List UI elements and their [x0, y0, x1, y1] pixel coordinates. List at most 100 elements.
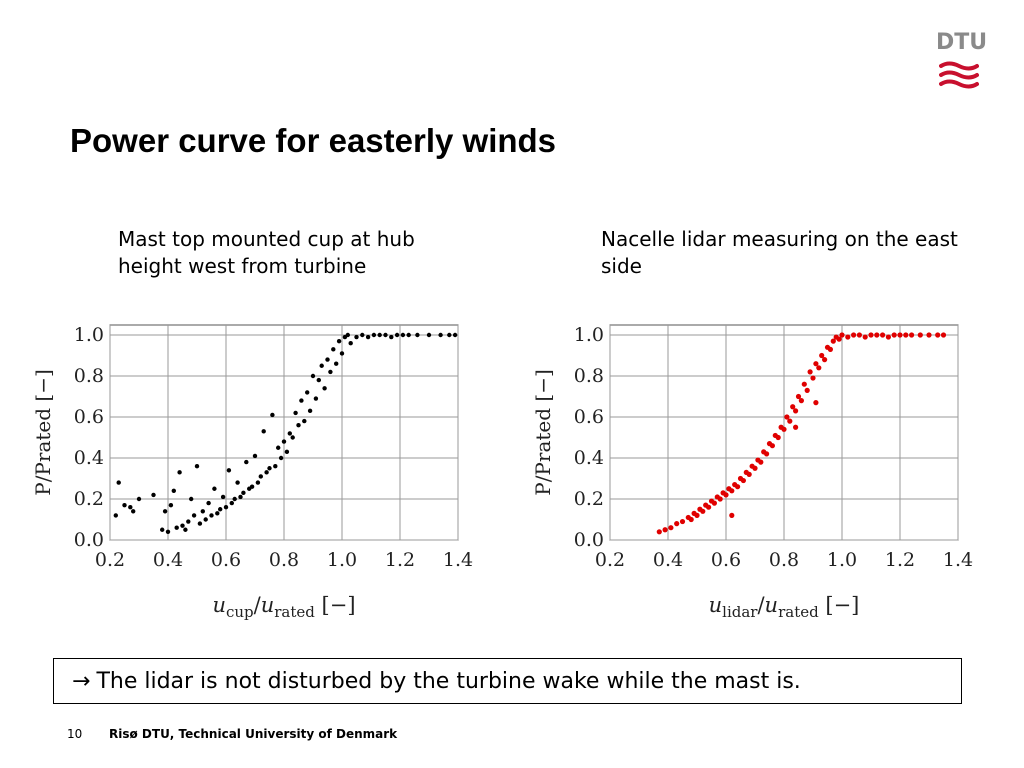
data-point [232, 496, 237, 502]
data-point [377, 332, 382, 338]
data-point [735, 484, 741, 490]
dtu-logo-waves [939, 61, 979, 89]
data-point [781, 426, 787, 432]
x-tick-label: 1.0 [327, 549, 357, 571]
data-point [171, 488, 176, 493]
data-point [383, 332, 388, 338]
data-point [122, 502, 127, 508]
data-point [940, 332, 947, 338]
x-axis-label-part: [−] [315, 593, 356, 617]
x-axis-label-part: / [254, 593, 262, 617]
data-point [764, 451, 770, 457]
data-point [679, 518, 686, 525]
logo-wave-1 [939, 70, 979, 80]
x-tick-label: 0.4 [153, 549, 183, 571]
data-point [267, 466, 272, 471]
x-tick-label: 1.4 [443, 549, 473, 571]
data-point [220, 494, 226, 500]
data-point [238, 494, 243, 500]
data-point [160, 527, 165, 532]
data-point [694, 512, 700, 518]
x-tick-label: 1.2 [385, 549, 415, 571]
data-point [700, 508, 706, 514]
data-point [128, 505, 133, 510]
data-point [793, 424, 799, 430]
data-point [194, 464, 200, 469]
y-tick-label: 0.6 [574, 406, 604, 428]
data-point [891, 332, 897, 338]
data-point [336, 338, 342, 344]
data-point [261, 429, 266, 434]
data-point [226, 468, 232, 473]
x-axis-label-part: / [757, 593, 765, 617]
x-axis-label-part: u [212, 593, 226, 617]
data-point [305, 390, 310, 395]
y-tick-label: 0.4 [74, 447, 104, 469]
x-axis-label-part: u [709, 593, 723, 617]
y-tick-label: 0.0 [74, 529, 104, 551]
data-point [287, 431, 292, 436]
data-point [452, 332, 458, 338]
conclusion-text: The lidar is not disturbed by the turbin… [96, 668, 801, 694]
data-point [801, 381, 807, 387]
data-point [400, 332, 406, 338]
dtu-logo-text: DTU [936, 30, 988, 55]
data-point [116, 480, 121, 485]
chart-cup-svg: 0.2 0.4 0.6 0.8 1.0 1.2 1.40.00.20.40.60.81.0P… [31, 324, 473, 621]
data-point [822, 357, 828, 363]
data-point [851, 332, 857, 338]
y-axis-label: P/Prated [−] [31, 369, 55, 496]
data-point [310, 373, 316, 379]
data-point [415, 332, 420, 338]
data-point [276, 445, 281, 450]
data-point [183, 527, 188, 532]
logo-wave-0 [939, 61, 979, 71]
data-point [885, 334, 891, 340]
data-point [784, 414, 790, 420]
x-tick-label: 1.4 [943, 549, 973, 571]
data-point [740, 477, 746, 484]
data-point [804, 387, 810, 393]
data-point [200, 509, 205, 514]
data-point [136, 496, 142, 502]
data-point [389, 334, 394, 340]
y-tick-label: 0.4 [574, 447, 604, 469]
data-point [758, 459, 764, 465]
footer-text: Risø DTU, Technical University of Denmar… [109, 727, 398, 741]
data-point [752, 465, 758, 471]
x-tick-label: 0.2 [595, 549, 625, 571]
data-point [197, 521, 203, 526]
data-point [868, 332, 874, 338]
data-point [293, 410, 298, 416]
data-point [328, 369, 333, 375]
data-point [674, 521, 680, 527]
data-point [845, 334, 851, 340]
data-point [209, 513, 214, 518]
data-point [290, 435, 295, 440]
data-point [862, 334, 868, 340]
data-point [319, 363, 324, 368]
y-tick-label: 0.8 [574, 365, 604, 387]
x-axis-label-part: cup [226, 603, 254, 621]
data-point [307, 408, 313, 414]
data-point [296, 423, 301, 428]
data-point [856, 332, 862, 338]
data-point [281, 439, 287, 444]
data-point [807, 369, 813, 375]
x-tick-label: 0.6 [711, 549, 741, 571]
data-point [223, 505, 229, 510]
x-axis-label-part: u [261, 593, 275, 617]
x-tick-label: 0.6 [211, 549, 241, 571]
data-point [769, 443, 775, 449]
data-point [131, 509, 136, 514]
data-point [249, 484, 255, 489]
data-point [729, 512, 735, 518]
data-point [252, 453, 258, 459]
data-point [151, 492, 156, 498]
data-point [345, 332, 350, 338]
y-tick-label: 0.8 [74, 365, 104, 387]
data-point [394, 332, 400, 338]
data-point [206, 500, 211, 506]
data-point [447, 332, 452, 338]
y-tick-label: 1.0 [574, 324, 604, 346]
